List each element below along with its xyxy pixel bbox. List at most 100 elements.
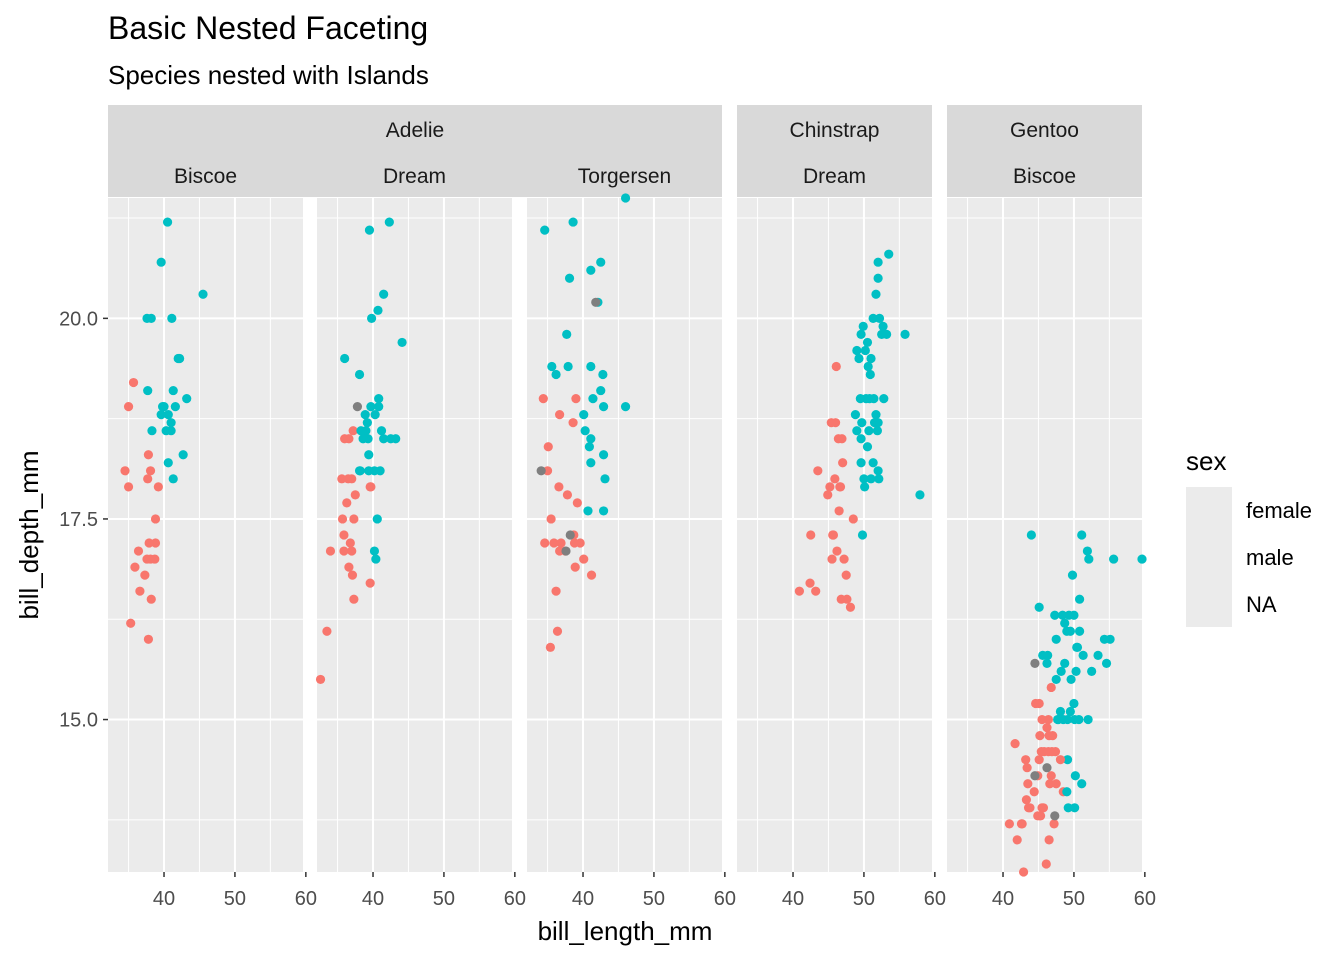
point-male (1060, 618, 1070, 628)
strip-inner-label: Dream (803, 165, 866, 188)
point-female (834, 506, 844, 516)
point-female (568, 418, 578, 428)
point-female (1049, 819, 1059, 829)
point-female (838, 458, 848, 468)
point-male (1069, 698, 1079, 709)
point-male (877, 329, 887, 340)
point-male (391, 434, 401, 444)
point-female (552, 626, 563, 636)
point-female (832, 546, 842, 556)
point-male (1034, 602, 1044, 612)
point-female (1021, 755, 1031, 765)
point-male (1078, 650, 1088, 660)
point-male (864, 426, 874, 436)
point-female (543, 442, 553, 452)
point-male (862, 442, 873, 452)
point-male (551, 369, 561, 380)
point-female (831, 361, 841, 372)
point-na (352, 402, 363, 412)
point-male (371, 554, 381, 564)
point-female (835, 482, 846, 492)
x-tick-label: 40 (362, 888, 384, 910)
point-female (1046, 682, 1056, 693)
point-male (182, 393, 192, 404)
x-tick-label: 60 (295, 888, 317, 910)
point-male (871, 289, 881, 299)
point-male (873, 257, 883, 267)
point-male (871, 410, 881, 420)
x-tick-label: 60 (504, 888, 526, 910)
point-male (1053, 714, 1063, 725)
point-male (879, 393, 889, 404)
point-male (170, 402, 180, 412)
point-female (540, 538, 550, 548)
strip-outer-label: Chinstrap (790, 119, 880, 142)
point-male (1069, 610, 1079, 620)
strip-outer-label: Gentoo (1010, 119, 1079, 142)
point-male (868, 458, 878, 468)
point-female (348, 426, 358, 436)
point-male (1067, 570, 1078, 580)
y-tick-label: 15.0 (59, 710, 98, 732)
point-female (143, 450, 154, 460)
point-male (356, 426, 366, 436)
point-male (1075, 594, 1085, 604)
point-male (1075, 626, 1085, 636)
point-male (866, 474, 876, 484)
point-male (586, 265, 596, 275)
strip-inner-bg (317, 153, 512, 197)
point-male (1026, 530, 1036, 540)
point-female (811, 586, 821, 596)
point-male (1070, 714, 1080, 725)
point-male (598, 402, 609, 412)
point-male (374, 402, 384, 412)
point-male (1070, 771, 1080, 781)
point-female (130, 562, 140, 572)
point-male (863, 361, 873, 372)
point-male (364, 450, 374, 460)
point-female (823, 490, 833, 500)
legend-label-female: female (1246, 498, 1313, 523)
point-female (144, 538, 154, 548)
point-male (856, 458, 866, 468)
point-male (372, 514, 382, 524)
point-male (586, 458, 596, 468)
point-male (370, 410, 380, 420)
point-male (1062, 714, 1073, 725)
strip-inner-label: Torgersen (578, 165, 671, 188)
point-male (865, 369, 875, 380)
point-male (884, 249, 894, 259)
point-male (1077, 530, 1087, 540)
point-male (1062, 787, 1072, 797)
point-female (1043, 714, 1053, 725)
point-female (350, 490, 360, 500)
point-male (868, 313, 878, 323)
point-male (568, 217, 578, 227)
point-male (856, 434, 866, 444)
point-na (561, 546, 571, 556)
x-axis-title: bill_length_mm (538, 916, 713, 946)
point-male (850, 410, 861, 420)
x-tick-label: 50 (853, 888, 875, 910)
point-male (340, 353, 350, 364)
point-male (562, 329, 572, 340)
strip-inner-label: Biscoe (1013, 165, 1076, 188)
point-female (344, 562, 354, 572)
point-female (806, 530, 816, 540)
legend-key-box (1186, 487, 1232, 627)
point-male (564, 273, 575, 283)
point-female (848, 514, 858, 524)
point-female (551, 586, 561, 596)
point-female (555, 546, 565, 556)
point-male (168, 385, 178, 396)
point-male (375, 466, 385, 476)
point-male (1101, 658, 1112, 668)
point-female (805, 578, 815, 588)
point-female (586, 570, 597, 580)
point-female (839, 554, 849, 564)
x-tick-label: 40 (153, 888, 175, 910)
point-male (175, 353, 185, 364)
point-male (856, 329, 866, 340)
point-female (365, 482, 375, 492)
